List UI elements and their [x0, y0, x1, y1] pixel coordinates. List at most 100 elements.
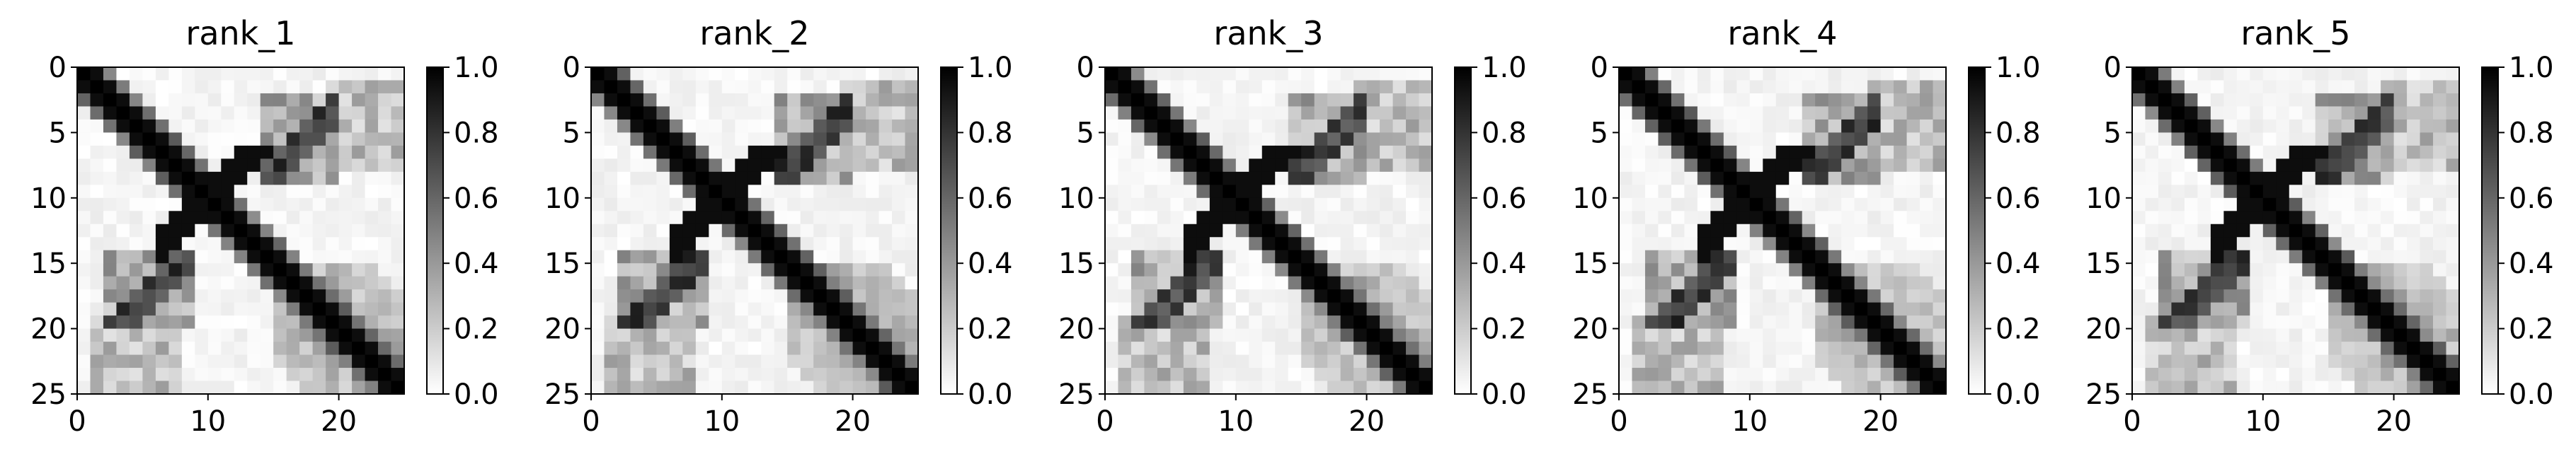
heatmap-cell: [2433, 263, 2447, 277]
heatmap-cell: [682, 342, 697, 356]
heatmap-cell: [695, 250, 709, 264]
heatmap-cell: [2223, 237, 2238, 251]
heatmap-cell: [1144, 354, 1158, 369]
heatmap-cell: [77, 158, 91, 173]
heatmap-cell: [2145, 197, 2159, 211]
heatmap-cell: [2145, 119, 2159, 133]
heatmap-cell: [2328, 171, 2342, 185]
heatmap-cell: [840, 237, 854, 251]
heatmap-cell: [90, 342, 104, 356]
heatmap-cell: [1894, 381, 1908, 395]
heatmap-cell: [2341, 342, 2355, 356]
heatmap-cell: [2276, 119, 2290, 133]
heatmap-cell: [2302, 342, 2316, 356]
heatmap-cell: [840, 342, 854, 356]
heatmap-cell: [1736, 342, 1751, 356]
heatmap-cell: [2145, 158, 2159, 173]
heatmap-cell: [221, 381, 235, 395]
heatmap-cell: [1157, 106, 1171, 120]
heatmap-cell: [787, 93, 801, 108]
heatmap-cell: [312, 368, 326, 382]
heatmap-cell: [2302, 263, 2316, 277]
heatmap-cell: [1880, 211, 1894, 225]
heatmap-cell: [1366, 381, 1380, 395]
heatmap-cell: [2315, 250, 2329, 264]
heatmap-cell: [1632, 224, 1646, 238]
heatmap-cell: [2407, 381, 2421, 395]
heatmap-cell: [591, 145, 605, 159]
heatmap-cell: [1261, 106, 1276, 120]
y-tick-label: 0: [1591, 52, 1608, 84]
heatmap-cell: [1157, 302, 1171, 316]
heatmap-cell: [630, 289, 644, 303]
heatmap-cell: [1920, 354, 1934, 369]
heatmap-cell: [1736, 119, 1751, 133]
heatmap-cell: [1366, 354, 1380, 369]
heatmap-cell: [878, 224, 893, 238]
heatmap-cell: [1196, 315, 1210, 330]
heatmap-cell: [892, 315, 906, 330]
heatmap-cell: [326, 250, 340, 264]
heatmap-cell: [2446, 328, 2460, 342]
heatmap-cell: [1157, 145, 1171, 159]
heatmap-cell: [299, 289, 314, 303]
heatmap-cell: [892, 80, 906, 94]
heatmap-cell: [1170, 145, 1184, 159]
heatmap-cell: [1235, 119, 1249, 133]
heatmap-cell: [1658, 276, 1672, 290]
heatmap-cell: [656, 368, 670, 382]
heatmap-cell: [2184, 328, 2198, 342]
heatmap-cell: [1340, 315, 1354, 330]
heatmap-cell: [1619, 171, 1633, 185]
heatmap-cell: [142, 132, 156, 146]
heatmap-cell: [721, 185, 735, 199]
heatmap-cell: [1723, 263, 1737, 277]
heatmap-cell: [1775, 302, 1790, 316]
heatmap-cell: [2223, 132, 2238, 146]
heatmap-cell: [866, 106, 880, 120]
heatmap-cell: [90, 263, 104, 277]
heatmap-cell: [1314, 185, 1328, 199]
heatmap-cell: [774, 197, 788, 211]
heatmap-cell: [1406, 145, 1420, 159]
heatmap-cell: [2132, 302, 2146, 316]
heatmap-cell: [643, 263, 657, 277]
heatmap-cell: [2407, 67, 2421, 81]
heatmap-cell: [103, 315, 118, 330]
heatmap-cell: [1697, 263, 1711, 277]
heatmap-cell: [1196, 368, 1210, 382]
heatmap-cell: [748, 119, 762, 133]
heatmap-cell: [1632, 276, 1646, 290]
heatmap-cell: [2158, 106, 2173, 120]
heatmap-cell: [1841, 289, 1855, 303]
heatmap-cell: [643, 119, 657, 133]
y-tick-label: 0: [563, 52, 580, 84]
heatmap-cell: [1327, 250, 1341, 264]
heatmap-cell: [1802, 224, 1816, 238]
heatmap-cell: [1775, 289, 1790, 303]
heatmap-cell: [1301, 145, 1315, 159]
heatmap-cell: [1815, 342, 1829, 356]
heatmap-cell: [2236, 80, 2250, 94]
heatmap-cell: [1684, 80, 1698, 94]
heatmap-cell: [2341, 93, 2355, 108]
heatmap-cell: [2302, 315, 2316, 330]
heatmap-cell: [181, 302, 195, 316]
heatmap-cell: [1261, 302, 1276, 316]
heatmap-cell: [2289, 185, 2303, 199]
heatmap-cell: [1392, 145, 1407, 159]
heatmap-cell: [2367, 132, 2381, 146]
heatmap-cell: [1275, 381, 1289, 395]
heatmap-cell: [1301, 315, 1315, 330]
heatmap-cell: [1697, 106, 1711, 120]
heatmap-cell: [2407, 80, 2421, 94]
heatmap-cell: [1736, 67, 1751, 81]
heatmap-cell: [338, 302, 353, 316]
heatmap-cell: [604, 237, 618, 251]
heatmap-cell: [709, 342, 723, 356]
heatmap-cell: [1684, 224, 1698, 238]
heatmap-cell: [735, 276, 749, 290]
heatmap-cell: [1170, 80, 1184, 94]
heatmap-cell: [2171, 276, 2185, 290]
heatmap-cell: [2354, 171, 2369, 185]
